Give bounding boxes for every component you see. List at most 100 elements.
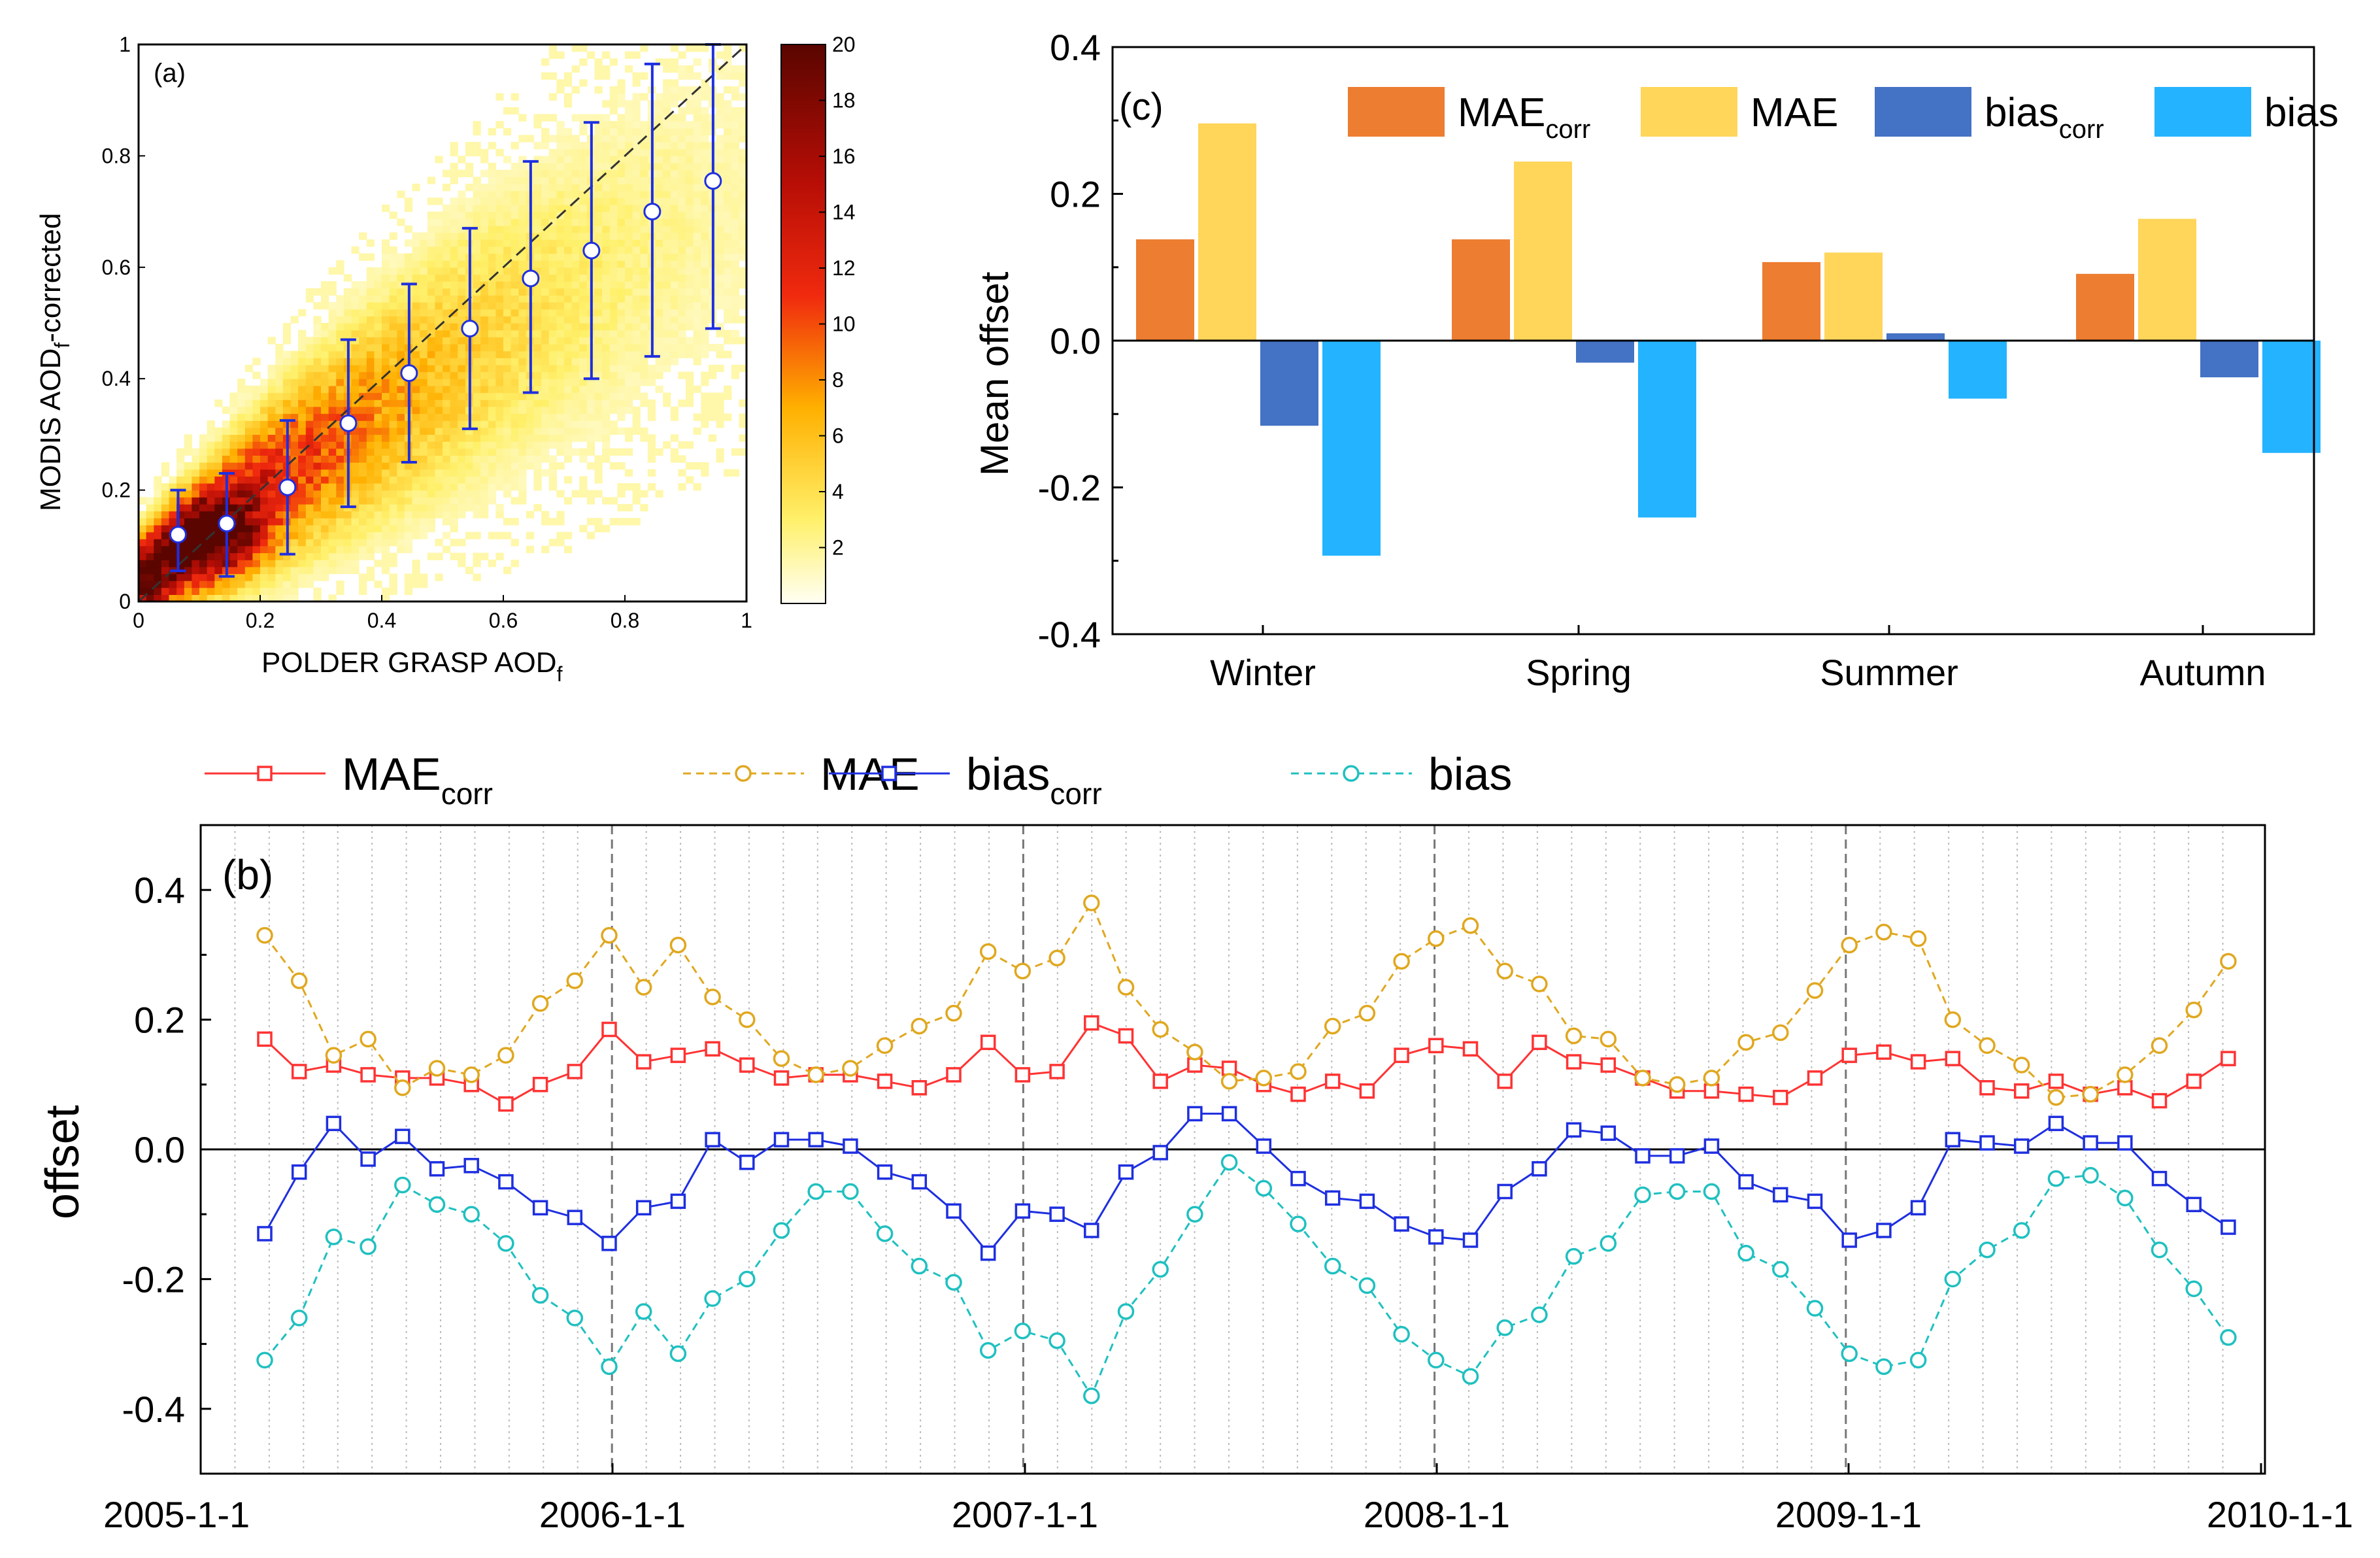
heat-cell (625, 204, 633, 212)
heat-cell (480, 323, 489, 331)
heat-cell (420, 497, 428, 505)
heat-cell (389, 323, 397, 331)
heat-cell (321, 497, 329, 505)
heat-cell (450, 281, 458, 289)
heat-cell (237, 560, 246, 567)
heat-cell (473, 281, 481, 289)
b-point-circle (394, 1079, 411, 1096)
heat-cell (503, 127, 512, 136)
heat-cell (412, 316, 420, 324)
heat-cell (458, 420, 466, 428)
heat-cell (351, 490, 360, 498)
heat-cell (571, 184, 580, 192)
heat-cell (564, 385, 573, 394)
heat-cell (184, 560, 192, 567)
heat-cell (412, 385, 420, 394)
heat-cell (548, 385, 557, 394)
heat-cell (343, 560, 352, 567)
heat-cell (503, 399, 512, 407)
heat-cell (579, 420, 588, 428)
heat-cell (328, 309, 337, 316)
heat-cell (541, 246, 550, 254)
heat-cell (678, 253, 686, 261)
heat-cell (511, 177, 519, 184)
heat-cell (564, 379, 573, 386)
mean-marker (704, 172, 722, 190)
heat-cell (693, 184, 701, 192)
heat-cell (389, 399, 397, 407)
heat-cell (571, 156, 580, 163)
heat-cell (488, 476, 496, 484)
heat-cell (450, 302, 458, 310)
heat-cell (564, 371, 573, 379)
heat-cell (397, 455, 405, 463)
heat-cell (716, 295, 724, 303)
heat-cell (237, 566, 246, 575)
heat-cell (511, 406, 519, 415)
heat-cell (282, 594, 292, 602)
heat-cell (724, 337, 732, 345)
heat-cell (609, 288, 618, 296)
heat-cell (427, 295, 435, 303)
heat-cell (518, 385, 527, 394)
heat-cell (526, 406, 535, 415)
heat-cell (244, 476, 253, 484)
heat-cell (199, 503, 208, 512)
b-point-circle (2013, 1222, 2030, 1239)
heat-cell (229, 406, 238, 415)
heat-cell (663, 79, 671, 87)
heat-cell (267, 483, 276, 491)
heat-cell (724, 302, 732, 310)
b-point-circle (739, 1270, 756, 1288)
heat-cell (480, 274, 489, 282)
heat-cell (625, 177, 633, 184)
b-point-square (360, 1067, 376, 1083)
heat-cell (701, 281, 709, 289)
heat-cell (533, 142, 542, 150)
heat-cell (336, 399, 344, 407)
heat-cell (252, 455, 261, 463)
heat-cell (579, 455, 588, 463)
heat-cell (609, 177, 618, 184)
b-point-square (257, 1031, 273, 1047)
heat-cell (443, 211, 451, 219)
heat-cell (541, 177, 550, 184)
heat-cell (359, 434, 367, 442)
heat-cell (548, 316, 557, 324)
heat-cell (586, 385, 595, 394)
heat-cell (336, 267, 344, 275)
heat-cell (663, 148, 671, 157)
heat-cell (632, 406, 641, 415)
heat-cell (571, 448, 580, 456)
heat-cell (716, 204, 724, 212)
heat-cell (382, 566, 390, 575)
heat-cell (518, 323, 527, 331)
b-point-circle (2220, 953, 2237, 970)
heat-cell (663, 281, 671, 289)
heat-cell (450, 552, 458, 560)
heat-cell (298, 420, 307, 428)
heat-cell (586, 518, 595, 526)
b-point-circle (601, 926, 618, 944)
heat-cell (207, 503, 215, 512)
heat-cell (594, 72, 603, 80)
heat-cell (571, 371, 580, 379)
heat-cell (366, 573, 375, 581)
heat-cell (488, 302, 496, 310)
heat-cell (594, 274, 603, 282)
heat-cell (420, 364, 428, 373)
heat-cell (313, 483, 322, 491)
heat-cell (541, 344, 550, 352)
heat-cell (229, 448, 238, 456)
heat-cell (609, 253, 618, 261)
c-legend-label: MAE (1751, 90, 1838, 135)
heat-cell (594, 58, 603, 66)
heat-cell (647, 413, 656, 421)
heat-cell (366, 539, 375, 547)
heat-cell (184, 518, 192, 526)
b-point-circle (463, 1066, 480, 1083)
heat-cell (701, 169, 709, 177)
heat-cell (716, 399, 724, 407)
heat-cell (686, 177, 694, 184)
heat-cell (693, 100, 701, 108)
